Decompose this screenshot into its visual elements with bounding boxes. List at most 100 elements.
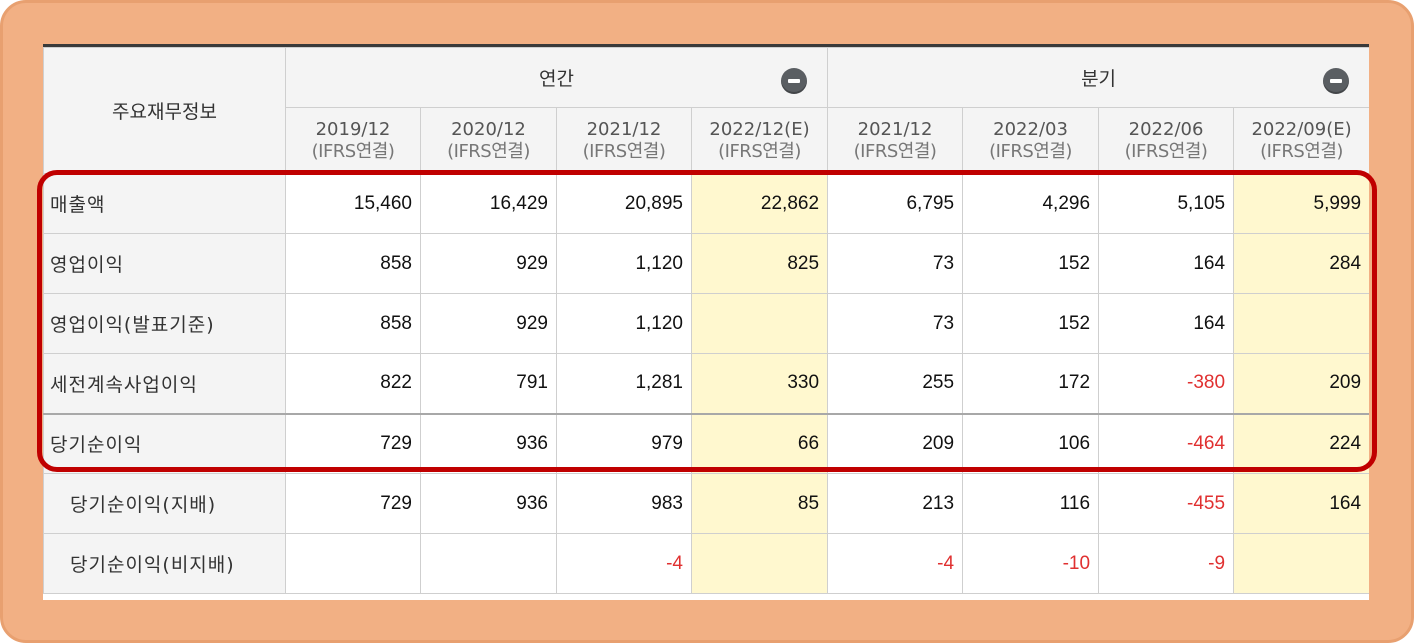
value-cell: 330 [690, 353, 829, 414]
annual-group-label: 연간 [539, 68, 574, 90]
value-cell: 791 [420, 353, 557, 414]
value-cell: 729 [285, 473, 421, 534]
value-cell: 1,120 [556, 293, 692, 354]
period-basis: (IFRS연결) [853, 140, 937, 162]
financial-summary-table: 주요재무정보 연간 분기 2019/12 (IFRS연결) 2020/12 (IFRS… [43, 47, 1369, 594]
table-row: 영업이익 858 929 1,120 825 73 152 164 284 [43, 233, 1369, 294]
value-cell: -380 [1098, 353, 1235, 414]
row-label: 영업이익(발표기준) [43, 293, 286, 354]
value-cell: 929 [420, 233, 557, 294]
period-header: 2021/12 (IFRS연결) [556, 107, 692, 174]
value-cell: -10 [962, 533, 1100, 594]
period-date: 2022/06 [1128, 118, 1204, 140]
value-cell: 209 [827, 412, 964, 474]
value-cell: -9 [1098, 533, 1235, 594]
value-cell: 929 [420, 293, 557, 354]
value-cell: 152 [962, 233, 1100, 294]
value-cell: 164 [1098, 293, 1235, 354]
table-row: 당기순이익 729 936 979 66 209 106 -464 224 [43, 412, 1369, 474]
period-date: 2019/12 [315, 118, 391, 140]
value-cell: 85 [690, 473, 829, 534]
value-cell: 172 [962, 353, 1100, 414]
period-header-row: 2019/12 (IFRS연결) 2020/12 (IFRS연결) 2021/12 (IF… [44, 107, 1369, 174]
value-cell: 6,795 [827, 173, 964, 234]
period-date: 2022/12(E) [709, 118, 810, 140]
value-cell [285, 533, 421, 594]
value-cell: 66 [690, 412, 829, 474]
value-cell: 73 [827, 293, 964, 354]
table-row: 매출액 15,460 16,429 20,895 22,862 6,795 4,296 5,1… [43, 173, 1369, 234]
value-cell: 983 [556, 473, 692, 534]
value-cell [420, 533, 557, 594]
value-cell: 979 [556, 412, 692, 474]
value-cell [1233, 533, 1369, 594]
value-cell: 213 [827, 473, 964, 534]
value-cell: 209 [1233, 353, 1369, 414]
value-cell: 224 [1233, 412, 1369, 474]
value-cell: 15,460 [285, 173, 421, 234]
period-header: 2019/12 (IFRS연결) [285, 107, 421, 174]
value-cell: -464 [1098, 412, 1235, 474]
row-label: 당기순이익(비지배) [43, 533, 286, 594]
period-header: 2020/12 (IFRS연결) [420, 107, 557, 174]
period-header: 2021/12 (IFRS연결) [827, 107, 964, 174]
collapse-quarterly-minus-icon[interactable] [1323, 68, 1350, 94]
value-cell: 1,120 [556, 233, 692, 294]
period-basis: (IFRS연결) [447, 140, 530, 162]
period-date: 2022/09(E) [1251, 118, 1352, 140]
period-basis: (IFRS연결) [1260, 140, 1343, 162]
table-row: 당기순이익(지배) 729 936 983 85 213 116 -455 164 [43, 473, 1369, 534]
value-cell [690, 533, 829, 594]
table-body: 매출액 15,460 16,429 20,895 22,862 6,795 4,296 5,1… [43, 173, 1369, 594]
corner-header: 주요재무정보 [43, 47, 286, 174]
value-cell: 825 [690, 233, 829, 294]
value-cell: 1,281 [556, 353, 692, 414]
value-cell: -4 [556, 533, 692, 594]
period-header: 2022/09(E) (IFRS연결) [1233, 107, 1369, 174]
value-cell: 106 [962, 412, 1100, 474]
annual-group-header: 연간 [284, 47, 829, 108]
period-basis: (IFRS연결) [989, 140, 1072, 162]
row-label: 당기순이익(지배) [43, 473, 286, 534]
financial-summary-panel: 주요재무정보 연간 분기 2019/12 (IFRS연결) 2020/12 (IFRS… [43, 44, 1369, 600]
row-label: 세전계속사업이익 [43, 353, 286, 414]
period-date: 2020/12 [451, 118, 526, 140]
value-cell: 164 [1098, 233, 1235, 294]
value-cell [1233, 293, 1369, 354]
value-cell [690, 293, 829, 354]
row-label: 영업이익 [43, 233, 286, 294]
value-cell: -455 [1098, 473, 1235, 534]
value-cell: 4,296 [962, 173, 1100, 234]
period-basis: (IFRS연결) [582, 140, 666, 162]
value-cell: -4 [827, 533, 964, 594]
collapse-annual-minus-icon[interactable] [781, 68, 808, 94]
value-cell: 284 [1233, 233, 1369, 294]
value-cell: 858 [285, 293, 421, 354]
value-cell: 822 [285, 353, 421, 414]
row-label: 매출액 [43, 173, 286, 234]
period-date: 2021/12 [586, 118, 662, 140]
period-header: 2022/12(E) (IFRS연결) [690, 107, 829, 174]
value-cell: 164 [1233, 473, 1369, 534]
table-row: 세전계속사업이익 822 791 1,281 330 255 172 -380 209 [43, 353, 1369, 414]
value-cell: 5,105 [1098, 173, 1235, 234]
value-cell: 22,862 [690, 173, 829, 234]
value-cell: 152 [962, 293, 1100, 354]
value-cell: 5,999 [1233, 173, 1369, 234]
value-cell: 936 [420, 412, 557, 474]
value-cell: 858 [285, 233, 421, 294]
value-cell: 255 [827, 353, 964, 414]
quarterly-group-label: 분기 [1081, 68, 1117, 90]
table-row: 영업이익(발표기준) 858 929 1,120 73 152 164 [43, 293, 1369, 354]
period-basis: (IFRS연결) [1124, 140, 1208, 162]
period-header: 2022/06 (IFRS연결) [1098, 107, 1235, 174]
period-date: 2022/03 [993, 118, 1068, 140]
value-cell: 16,429 [420, 173, 557, 234]
period-basis: (IFRS연결) [311, 140, 395, 162]
table-row: 당기순이익(비지배) -4 -4 -10 -9 [43, 533, 1369, 594]
value-cell: 116 [962, 473, 1100, 534]
period-date: 2021/12 [857, 118, 933, 140]
period-header: 2022/03 (IFRS연결) [962, 107, 1100, 174]
quarterly-group-header: 분기 [827, 47, 1369, 108]
header-group-row: 주요재무정보 연간 분기 [43, 47, 1369, 174]
